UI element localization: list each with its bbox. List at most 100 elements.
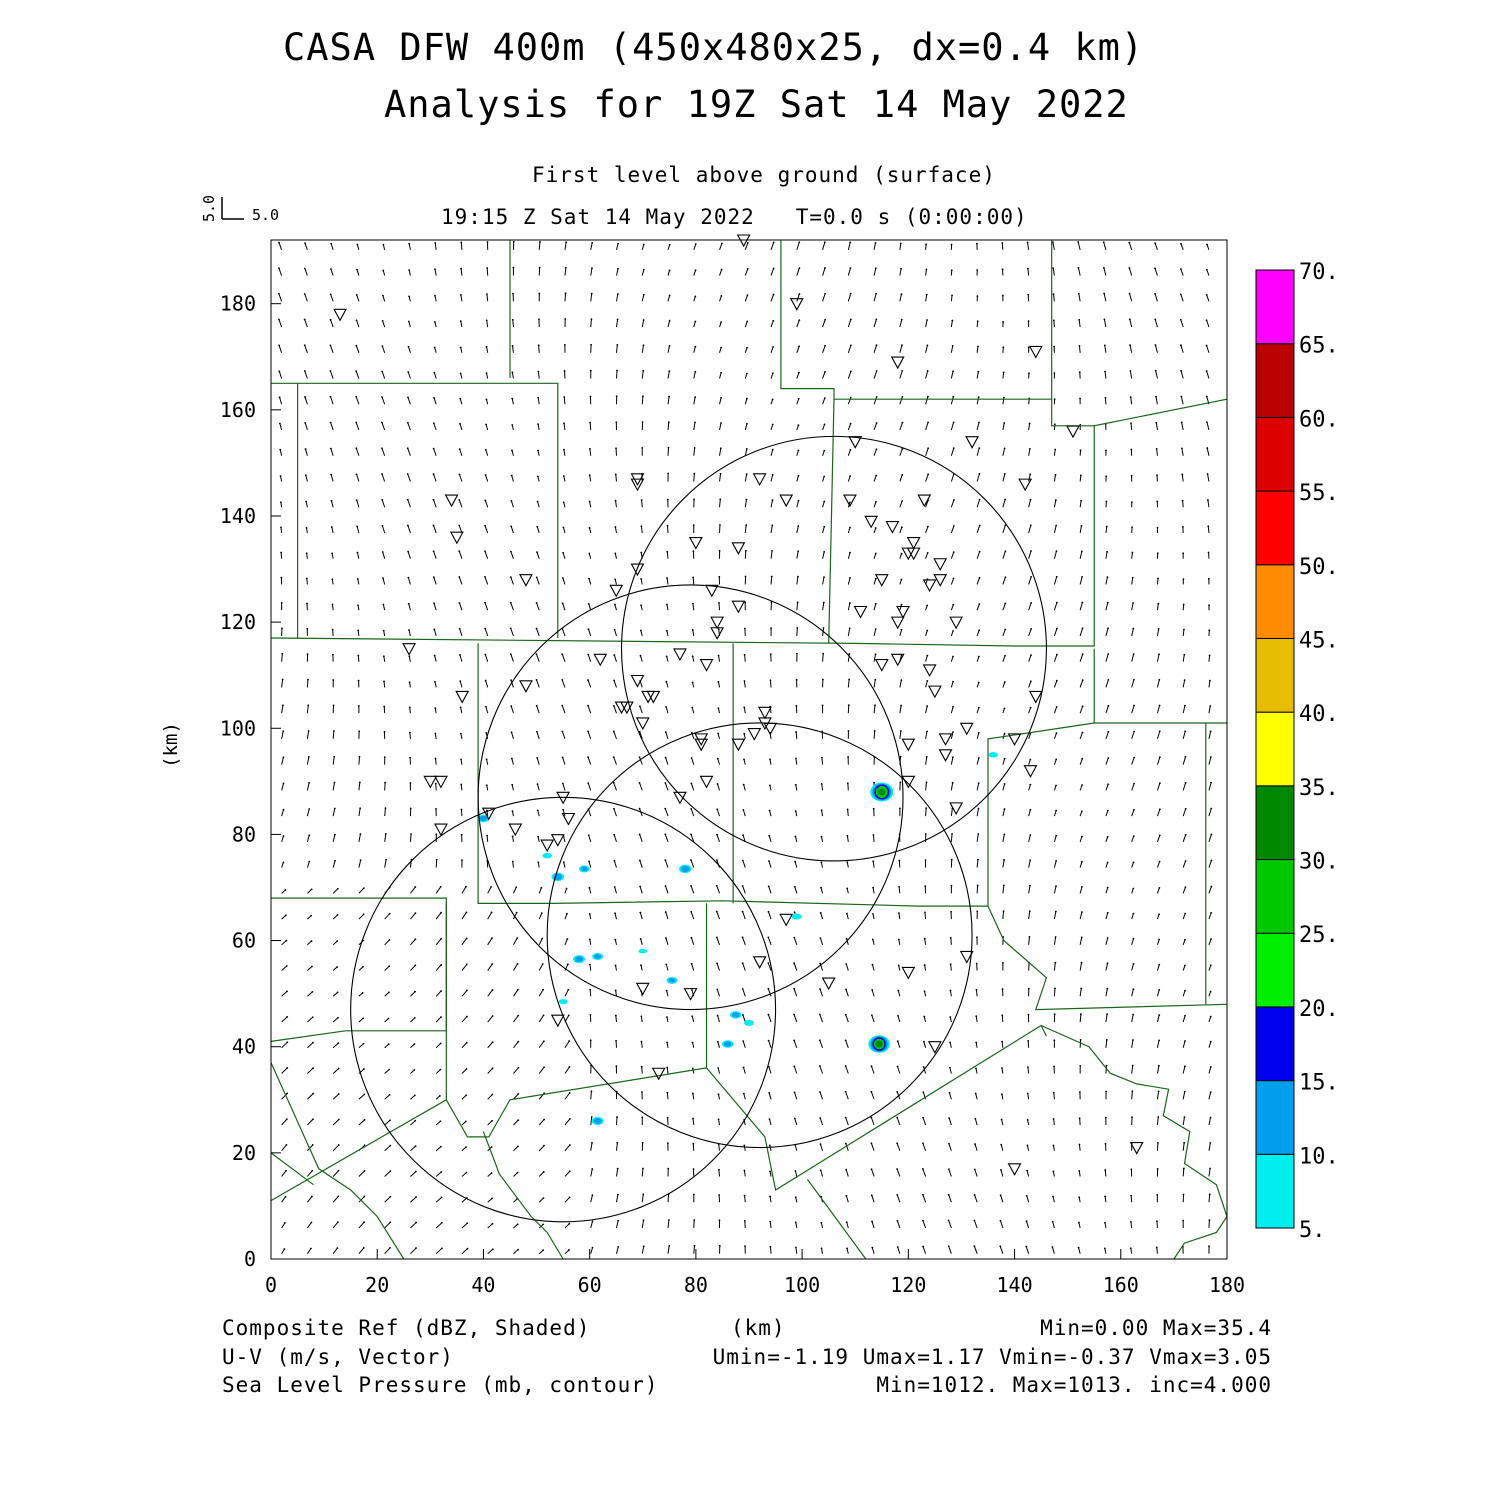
wind-vector-head: [484, 474, 487, 476]
wind-vector: [1002, 422, 1005, 431]
wind-vector: [716, 834, 720, 843]
wind-vector: [742, 834, 746, 843]
wind-vector-head: [381, 525, 384, 527]
county-line: [445, 903, 707, 1138]
wind-vector-head: [466, 1222, 469, 1225]
wind-vector-head: [563, 344, 566, 346]
field-label-reflectivity: Composite Ref (dBZ, Shaded): [222, 1316, 591, 1340]
wind-vector-head: [976, 320, 979, 323]
wind-vector-head: [537, 396, 540, 399]
wind-vector-head: [1003, 833, 1006, 836]
station-marker: [1028, 345, 1043, 359]
colorbar-label: 35.: [1299, 776, 1339, 801]
wind-vector: [384, 1221, 391, 1229]
wind-vector-head: [664, 911, 667, 913]
wind-vector-head: [947, 1168, 950, 1171]
wind-vector-head: [517, 1014, 520, 1017]
station-marker: [758, 717, 772, 731]
wind-vector-head: [976, 242, 978, 245]
wind-vector: [278, 319, 283, 328]
wind-vector: [355, 396, 360, 405]
wind-vector-head: [434, 680, 436, 683]
wind-vector: [769, 810, 772, 817]
y-tick-label: 140: [220, 504, 256, 528]
wind-vector: [460, 784, 463, 791]
wind-vector: [819, 1065, 824, 1074]
wind-vector-head: [746, 422, 748, 425]
wind-vector-head: [952, 731, 954, 733]
wind-vector-head: [848, 652, 851, 655]
wind-vector: [1182, 756, 1186, 765]
wind-vector-head: [718, 1194, 721, 1196]
wind-vector-head: [1077, 266, 1080, 269]
wind-vector-head: [355, 421, 358, 424]
wind-vector: [487, 1223, 493, 1229]
wind-vector-head: [440, 1171, 443, 1173]
wind-vector-head: [308, 808, 311, 810]
wind-vector: [1079, 551, 1083, 559]
wind-vector: [512, 836, 514, 842]
wind-vector-head: [642, 395, 644, 398]
wind-vector: [950, 447, 955, 456]
wind-vector: [717, 733, 721, 740]
wind-vector: [537, 810, 540, 817]
wind-vector-head: [1104, 1195, 1107, 1198]
wind-vector: [1052, 1145, 1055, 1151]
wind-vector: [407, 448, 411, 456]
wind-vector-head: [359, 807, 362, 810]
wind-vector: [1002, 629, 1006, 637]
wind-vector: [281, 862, 284, 868]
wind-vector-head: [1080, 987, 1083, 990]
wind-vector: [768, 1040, 772, 1048]
wind-vector-head: [381, 319, 384, 322]
wind-vector: [588, 835, 592, 842]
wind-vector: [897, 1246, 901, 1254]
wind-vector: [925, 370, 929, 379]
wind-vector: [1206, 320, 1210, 328]
wind-vector: [614, 913, 617, 920]
wind-vector: [641, 294, 645, 302]
wind-vector-head: [566, 963, 569, 966]
wind-vector-head: [1004, 524, 1007, 527]
wind-vector-head: [542, 1014, 545, 1017]
wind-vector: [693, 371, 696, 379]
wind-vector-head: [591, 1246, 594, 1249]
wind-vector-head: [458, 473, 461, 476]
wind-vector: [331, 604, 334, 611]
wind-vector: [873, 396, 878, 405]
wind-vector-head: [1179, 318, 1182, 321]
wind-vector: [1053, 962, 1056, 971]
wind-vector: [1078, 1170, 1081, 1177]
wind-vector-head: [330, 268, 332, 270]
wind-vector-head: [1055, 784, 1057, 787]
wind-vector: [435, 1222, 443, 1229]
wind-vector: [793, 937, 798, 945]
wind-vector-head: [974, 1092, 977, 1095]
county-line: [1051, 399, 1095, 427]
wind-vector: [561, 731, 566, 740]
county-line: [270, 1030, 447, 1042]
wind-vector-head: [1133, 678, 1135, 681]
wind-vector-head: [849, 576, 851, 579]
wind-vector: [640, 1016, 643, 1023]
wind-vector-head: [285, 914, 287, 917]
wind-vector-head: [691, 1092, 694, 1095]
wind-vector-head: [389, 1247, 391, 1249]
station-marker: [550, 834, 565, 847]
wind-vector-head: [491, 1197, 493, 1200]
wind-vector: [486, 759, 489, 765]
wind-vector-head: [1132, 937, 1135, 940]
wind-vector-head: [899, 755, 902, 758]
wind-vector-head: [1107, 757, 1110, 759]
wind-vector-head: [381, 345, 384, 348]
wind-vector-head: [745, 448, 748, 450]
wind-vector: [511, 758, 514, 765]
wind-vector: [1182, 834, 1187, 843]
colorbar-label: 30.: [1299, 850, 1339, 875]
wind-vector: [562, 552, 566, 559]
wind-vector: [923, 1041, 927, 1048]
wind-vector-head: [1210, 938, 1212, 940]
wind-vector: [1104, 345, 1107, 353]
wind-vector: [1028, 834, 1031, 842]
wind-vector-head: [363, 1118, 366, 1121]
